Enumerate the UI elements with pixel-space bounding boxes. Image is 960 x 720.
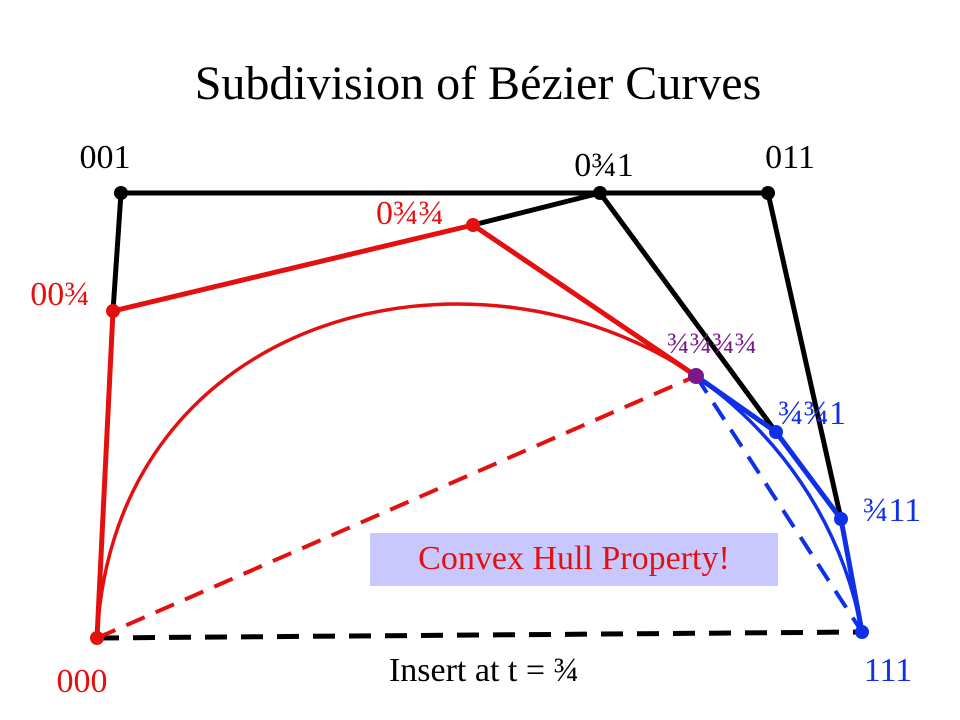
left-chord (96, 374, 697, 640)
point-label: 0¾1 (574, 147, 634, 184)
point (466, 218, 480, 232)
labels: 001 0¾1 011 0¾¾ 00¾ ¾¾¾¾ ¾¾1 ¾11 000 111… (30, 139, 921, 700)
point-label: 011 (765, 139, 815, 176)
point-label: ¾¾1 (778, 395, 846, 432)
point (855, 625, 869, 639)
point (90, 631, 104, 645)
point-label: 0¾¾ (376, 195, 444, 232)
point (106, 304, 120, 318)
point-label: 111 (864, 652, 912, 689)
point (688, 368, 704, 384)
point (769, 425, 783, 439)
point (593, 186, 607, 200)
right-polygon (694, 373, 865, 633)
callout: Convex Hull Property! (418, 540, 730, 577)
left-polygon (94, 222, 698, 639)
point-label: 00¾ (30, 276, 90, 313)
chord (96, 629, 863, 641)
point (114, 186, 128, 200)
point (834, 512, 848, 526)
caption: Insert at t = ¾ (389, 652, 579, 689)
callout-box (370, 533, 778, 586)
title: Subdivision of Bézier Curves (195, 57, 762, 110)
point-label: 001 (80, 139, 131, 176)
right-chord (694, 374, 864, 634)
points (90, 186, 869, 645)
point-label: 000 (57, 663, 108, 700)
right-curve (694, 374, 864, 633)
point-label: ¾11 (863, 492, 921, 529)
control-polygon (110, 190, 844, 520)
point (761, 186, 775, 200)
left-curve (95, 302, 697, 639)
point-label: ¾¾¾¾ (667, 327, 757, 360)
